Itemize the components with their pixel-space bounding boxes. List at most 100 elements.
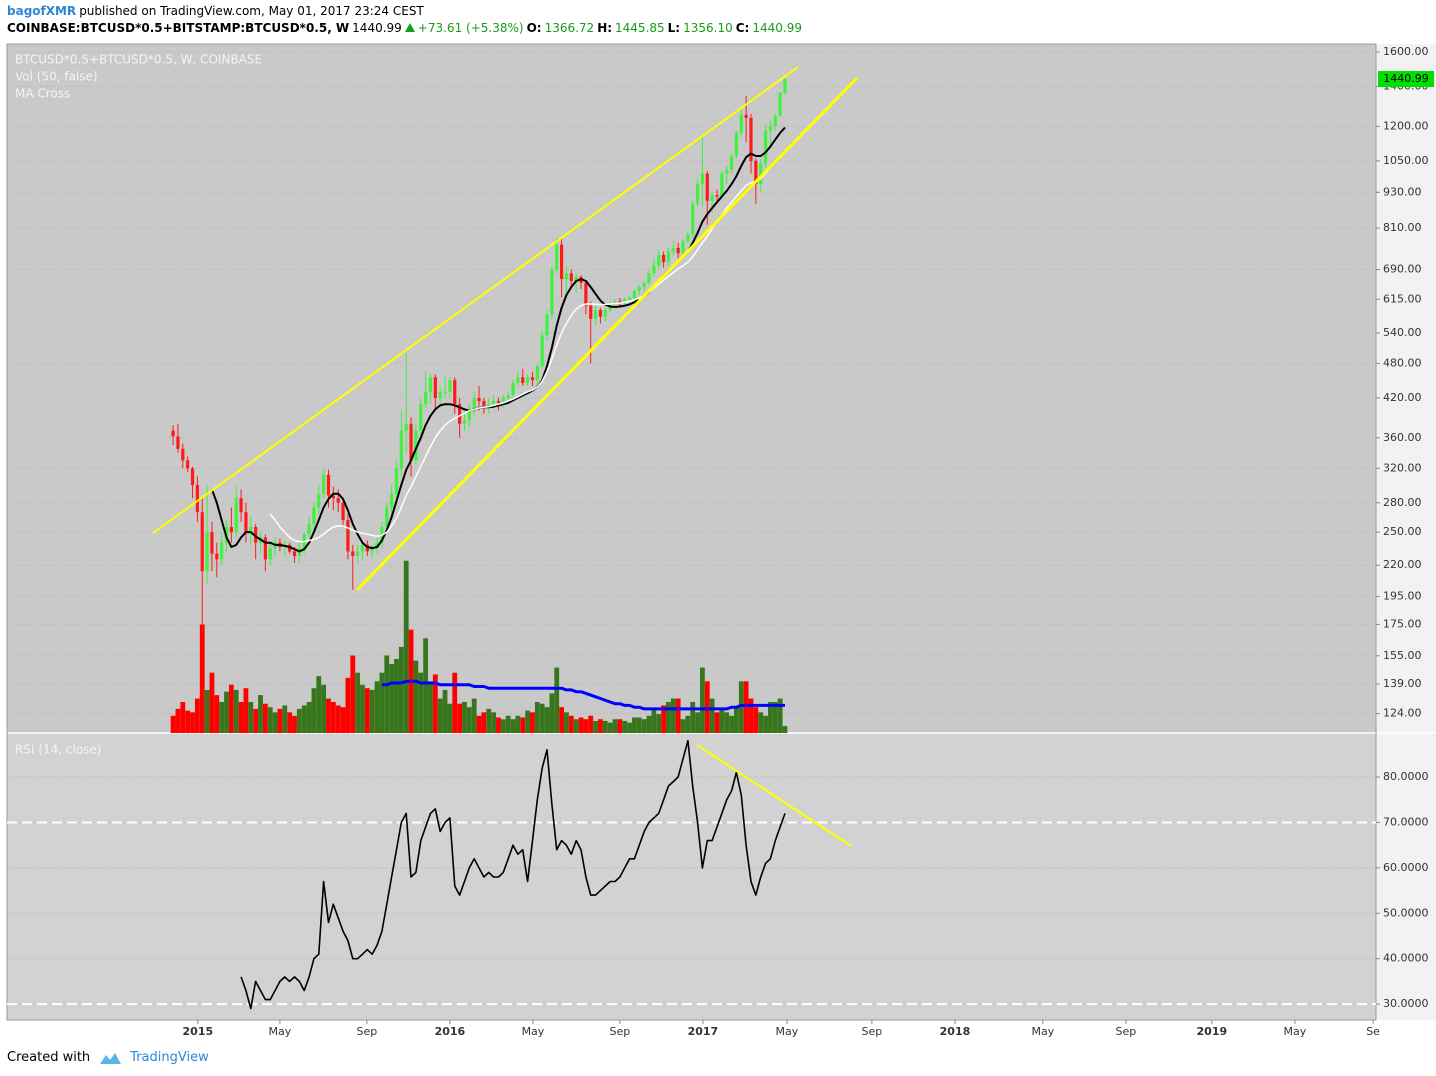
author[interactable]: bagofXMR	[7, 4, 77, 18]
y-tick-label: 480.00	[1383, 356, 1422, 369]
volume-bar	[321, 684, 327, 733]
moving-average	[269, 151, 786, 543]
y-tick-label: 280.00	[1383, 496, 1422, 509]
candle-body	[695, 184, 700, 204]
volume-bar	[398, 646, 404, 733]
volume-bar	[520, 717, 526, 733]
volume-bar	[384, 655, 390, 733]
volume-bar	[724, 712, 730, 733]
candle-body	[477, 397, 481, 402]
candle-body	[589, 305, 593, 319]
candle-body	[739, 114, 743, 133]
volume-bar	[602, 720, 608, 733]
candle-body	[681, 241, 685, 254]
volume-bar	[170, 715, 176, 733]
volume-bar	[209, 672, 215, 733]
candle-body	[666, 251, 671, 263]
volume-bar	[525, 710, 530, 733]
volume-bar	[578, 717, 584, 733]
volume-bar	[306, 701, 312, 733]
volume-bar	[496, 717, 501, 733]
price-pane	[7, 44, 1376, 733]
candle-body	[409, 423, 413, 461]
volume-bar	[432, 674, 438, 733]
volume-bar	[335, 705, 341, 733]
candle-body	[623, 299, 627, 303]
volume-bar	[258, 695, 263, 733]
volume-bar	[219, 701, 225, 733]
candle-body	[749, 117, 753, 161]
footer: Created with TradingView	[7, 1050, 209, 1065]
volume-bar	[709, 698, 715, 733]
candle-body	[657, 254, 661, 266]
y-tick-label: 1200.00	[1383, 119, 1429, 132]
volume-bar	[622, 720, 628, 733]
volume-bar	[277, 708, 283, 733]
candle-body	[506, 394, 510, 398]
candle-body	[715, 195, 719, 197]
volume-bar	[311, 688, 317, 733]
candle-body	[181, 448, 185, 461]
axis-labels: 1600.001400.001200.001050.00930.00810.00…	[183, 45, 1434, 1038]
x-tick-label: Sep	[356, 1025, 377, 1038]
x-tick-label: Sep	[1116, 1025, 1137, 1038]
volume-bar	[675, 698, 681, 733]
volume-bar	[413, 660, 419, 733]
volume-bar	[481, 712, 487, 733]
candle-body	[778, 92, 782, 116]
y-tick-label: 615.00	[1383, 292, 1422, 305]
published: published on TradingView.com, May 01, 20…	[79, 4, 424, 18]
volume-bar	[573, 719, 579, 733]
x-tick-label: Se	[1366, 1025, 1380, 1038]
volume-bar	[238, 701, 244, 733]
candle-body	[186, 460, 190, 469]
volume-bar	[738, 681, 744, 733]
volume-bar	[360, 684, 365, 733]
y-tick-label: 175.00	[1383, 617, 1422, 630]
x-tick-label: Sep	[862, 1025, 883, 1038]
volume-bar	[632, 717, 637, 733]
candle-body	[574, 277, 578, 282]
candle-body	[200, 512, 204, 572]
candle-body	[754, 160, 758, 185]
price-tag-box	[1378, 71, 1434, 88]
y-tick-label: 50.0000	[1383, 906, 1429, 919]
candle-body	[336, 498, 340, 503]
candle-body	[263, 537, 267, 560]
volume-bar	[588, 715, 594, 733]
candle-body	[652, 265, 656, 274]
ohlc-label: L:	[667, 21, 681, 35]
x-tick-label: 2017	[688, 1025, 719, 1038]
candle-body	[448, 380, 452, 392]
volume-bar	[544, 707, 550, 733]
candle-body	[322, 474, 326, 494]
candle-body	[564, 273, 569, 280]
candle-body	[254, 527, 258, 543]
candle-body	[210, 532, 214, 554]
volume-bar	[690, 701, 696, 733]
volume-bar	[350, 655, 356, 733]
candle-body	[268, 548, 272, 560]
volume-bar	[500, 719, 506, 733]
candle-body	[613, 301, 617, 304]
volume-bar	[704, 681, 710, 733]
y-tick-label: 195.00	[1383, 589, 1422, 602]
volume-bar	[228, 684, 234, 733]
volume-bar	[559, 707, 564, 733]
volume-bar	[287, 712, 293, 733]
trendline	[355, 76, 859, 592]
candle-body	[467, 410, 471, 421]
brand[interactable]: TradingView	[130, 1050, 209, 1065]
volume-bar	[199, 624, 205, 733]
candle-body	[720, 173, 724, 197]
up-arrow	[404, 23, 415, 32]
candle-body	[370, 548, 374, 552]
change: +73.61 (+5.38%)	[417, 21, 524, 35]
candle-body	[390, 493, 394, 508]
volume-bar	[326, 698, 331, 733]
candle-body	[360, 544, 365, 552]
ohlc-value: 1366.72	[544, 21, 595, 35]
